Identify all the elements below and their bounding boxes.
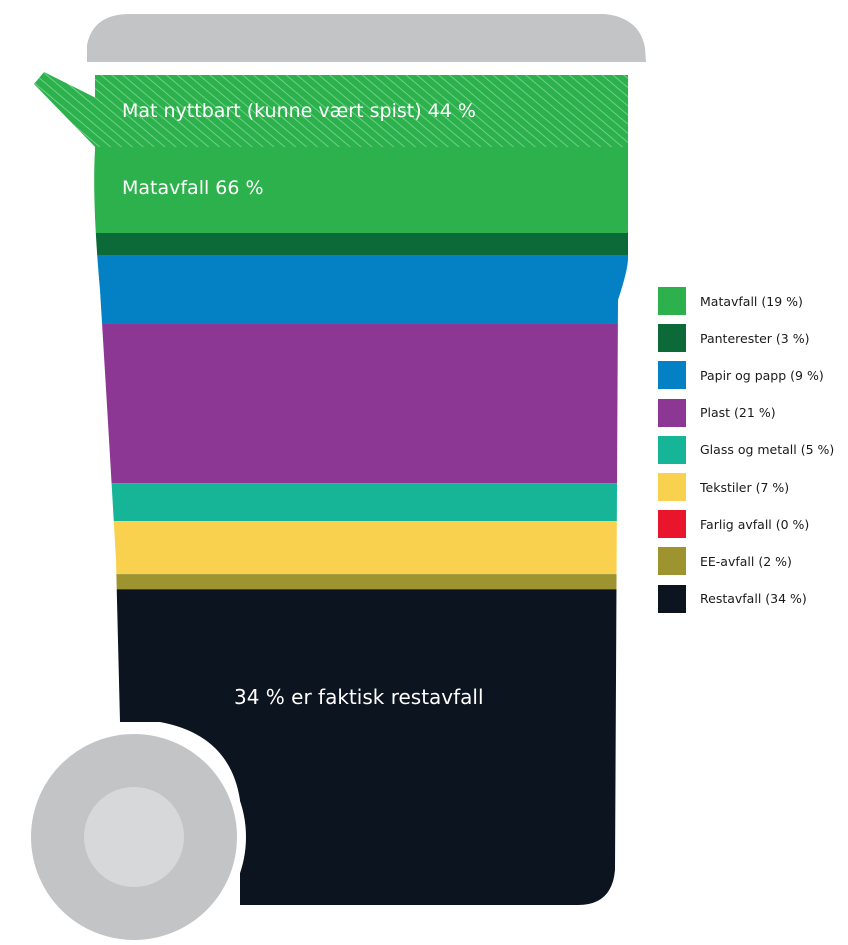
legend-swatch bbox=[658, 398, 686, 427]
legend-item: Matavfall (19 %) bbox=[658, 287, 803, 315]
band-plast bbox=[94, 323, 628, 484]
legend-label: Tekstiler (7 %) bbox=[700, 479, 790, 495]
bin-body bbox=[94, 75, 628, 905]
legend-item: Glass og metall (5 %) bbox=[658, 435, 835, 464]
legend-swatch bbox=[658, 584, 686, 613]
legend-label: Farlig avfall (0 %) bbox=[700, 516, 810, 532]
legend-label: Restavfall (34 %) bbox=[700, 591, 807, 607]
legend-item: Plast (21 %) bbox=[658, 398, 776, 427]
legend-label: EE-avfall (2 %) bbox=[700, 553, 792, 569]
annotation-residual-waste: 34 % er faktisk restavfall bbox=[234, 685, 484, 709]
band-ee-avfall bbox=[94, 574, 628, 590]
legend-swatch bbox=[658, 547, 686, 576]
legend-swatch bbox=[658, 324, 686, 353]
legend-item: Papir og papp (9 %) bbox=[658, 361, 824, 390]
band-matavfall bbox=[94, 147, 628, 233]
band-panterester bbox=[94, 233, 628, 256]
legend-swatch bbox=[658, 435, 686, 464]
legend-label: Plast (21 %) bbox=[700, 405, 776, 421]
bin-lid bbox=[87, 14, 646, 62]
band-papir-og-papp bbox=[94, 255, 628, 324]
legend-label: Papir og papp (9 %) bbox=[700, 367, 824, 383]
annotation-food-waste: Matavfall 66 % bbox=[122, 177, 264, 199]
bin-handle bbox=[34, 72, 100, 152]
legend-swatch bbox=[658, 473, 686, 501]
band-hatched-food bbox=[94, 75, 628, 147]
legend-item: Tekstiler (7 %) bbox=[658, 473, 789, 501]
legend-item: Panterester (3 %) bbox=[658, 324, 810, 353]
legend-label: Glass og metall (5 %) bbox=[700, 442, 835, 458]
legend-item: EE-avfall (2 %) bbox=[658, 547, 792, 576]
legend-swatch bbox=[658, 287, 686, 315]
legend-label: Matavfall (19 %) bbox=[700, 293, 803, 309]
legend-swatch bbox=[658, 361, 686, 390]
legend-item: Farlig avfall (0 %) bbox=[658, 510, 810, 539]
legend-label: Panterester (3 %) bbox=[700, 330, 810, 346]
band-glass-og-metall bbox=[94, 483, 628, 522]
annotation-food-edible: Mat nyttbart (kunne vært spist) 44 % bbox=[122, 100, 476, 122]
legend-swatch bbox=[658, 510, 686, 539]
bin-wheel-hub bbox=[84, 787, 184, 887]
band-tekstiler bbox=[94, 521, 628, 575]
legend-item: Restavfall (34 %) bbox=[658, 584, 807, 613]
